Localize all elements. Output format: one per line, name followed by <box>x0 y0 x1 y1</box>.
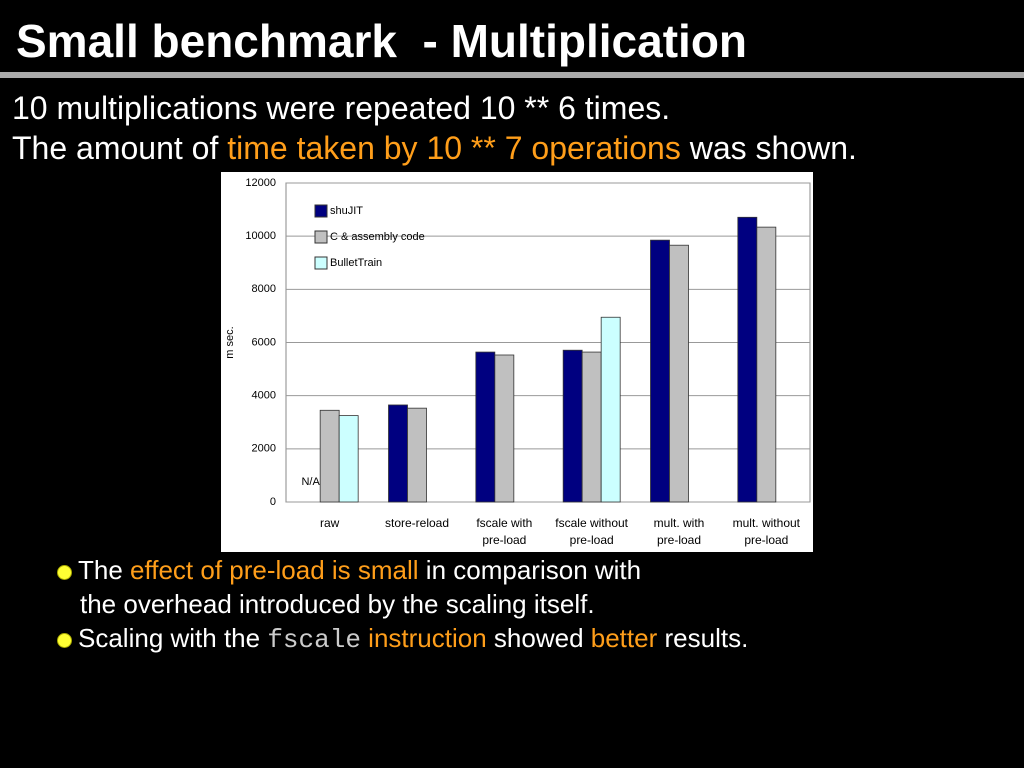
bar <box>600 316 621 503</box>
text: Scaling with the <box>78 623 268 653</box>
highlight: effect of pre-load is small <box>130 555 419 585</box>
bullet <box>57 565 72 580</box>
bar <box>319 409 340 503</box>
bar <box>494 354 515 503</box>
annotation: N/A <box>301 476 320 488</box>
text: was shown. <box>680 130 857 166</box>
slide-title: Small benchmark - Multiplication <box>16 15 748 67</box>
x-tick-label: store-reload <box>384 516 450 530</box>
legend-swatch <box>314 256 328 270</box>
code: fscale <box>267 625 361 655</box>
y-tick-label: 10000 <box>245 230 276 242</box>
bullet <box>57 633 72 648</box>
legend-label: C & assembly code <box>330 231 425 243</box>
x-tick-label: mult. without pre-load <box>732 516 800 547</box>
legend-swatch <box>314 230 328 244</box>
highlight: better <box>590 623 658 653</box>
bar <box>581 351 602 503</box>
x-tick-label: raw <box>319 516 340 530</box>
text: results. <box>657 623 749 653</box>
text: The <box>78 555 131 585</box>
y-tick-label: 8000 <box>252 283 276 295</box>
highlight: instruction <box>360 623 487 653</box>
intro-line: 10 multiplications were repeated 10 ** 6… <box>12 90 671 126</box>
bar <box>669 244 689 503</box>
x-tick-label: fscale with pre-load <box>476 516 533 547</box>
legend-label: shuJIT <box>330 205 363 217</box>
bullet-text: The effect of pre-load is small in compa… <box>78 555 641 586</box>
intro-line: The amount of time taken by 10 ** 7 oper… <box>12 130 857 167</box>
legend-label: BulletTrain <box>330 257 382 269</box>
text: showed <box>486 623 591 653</box>
y-tick-label: 4000 <box>252 390 276 402</box>
y-tick-label: 2000 <box>252 443 276 455</box>
bar <box>407 407 427 503</box>
y-tick-label: 0 <box>270 496 276 508</box>
bar <box>756 226 777 503</box>
x-tick-label: fscale without pre-load <box>555 516 628 547</box>
bar <box>475 351 496 503</box>
highlight: time taken by 10 ** 7 operations <box>227 130 681 166</box>
legend-swatch <box>314 204 328 218</box>
bullet-text: Scaling with the fscale instruction show… <box>78 623 748 655</box>
bullet-text: the overhead introduced by the scaling i… <box>80 589 595 619</box>
bar <box>338 415 359 503</box>
bar <box>650 239 670 503</box>
text: The amount of <box>12 130 228 166</box>
title-rule <box>0 72 1024 78</box>
y-tick-label: 12000 <box>245 177 276 189</box>
bar <box>737 216 758 503</box>
x-tick-label: mult. with pre-load <box>653 516 705 547</box>
y-axis-label: m sec. <box>224 326 236 358</box>
bar <box>562 349 583 503</box>
y-tick-label: 6000 <box>252 336 276 348</box>
bar <box>388 404 408 503</box>
text: in comparison with <box>418 555 642 585</box>
